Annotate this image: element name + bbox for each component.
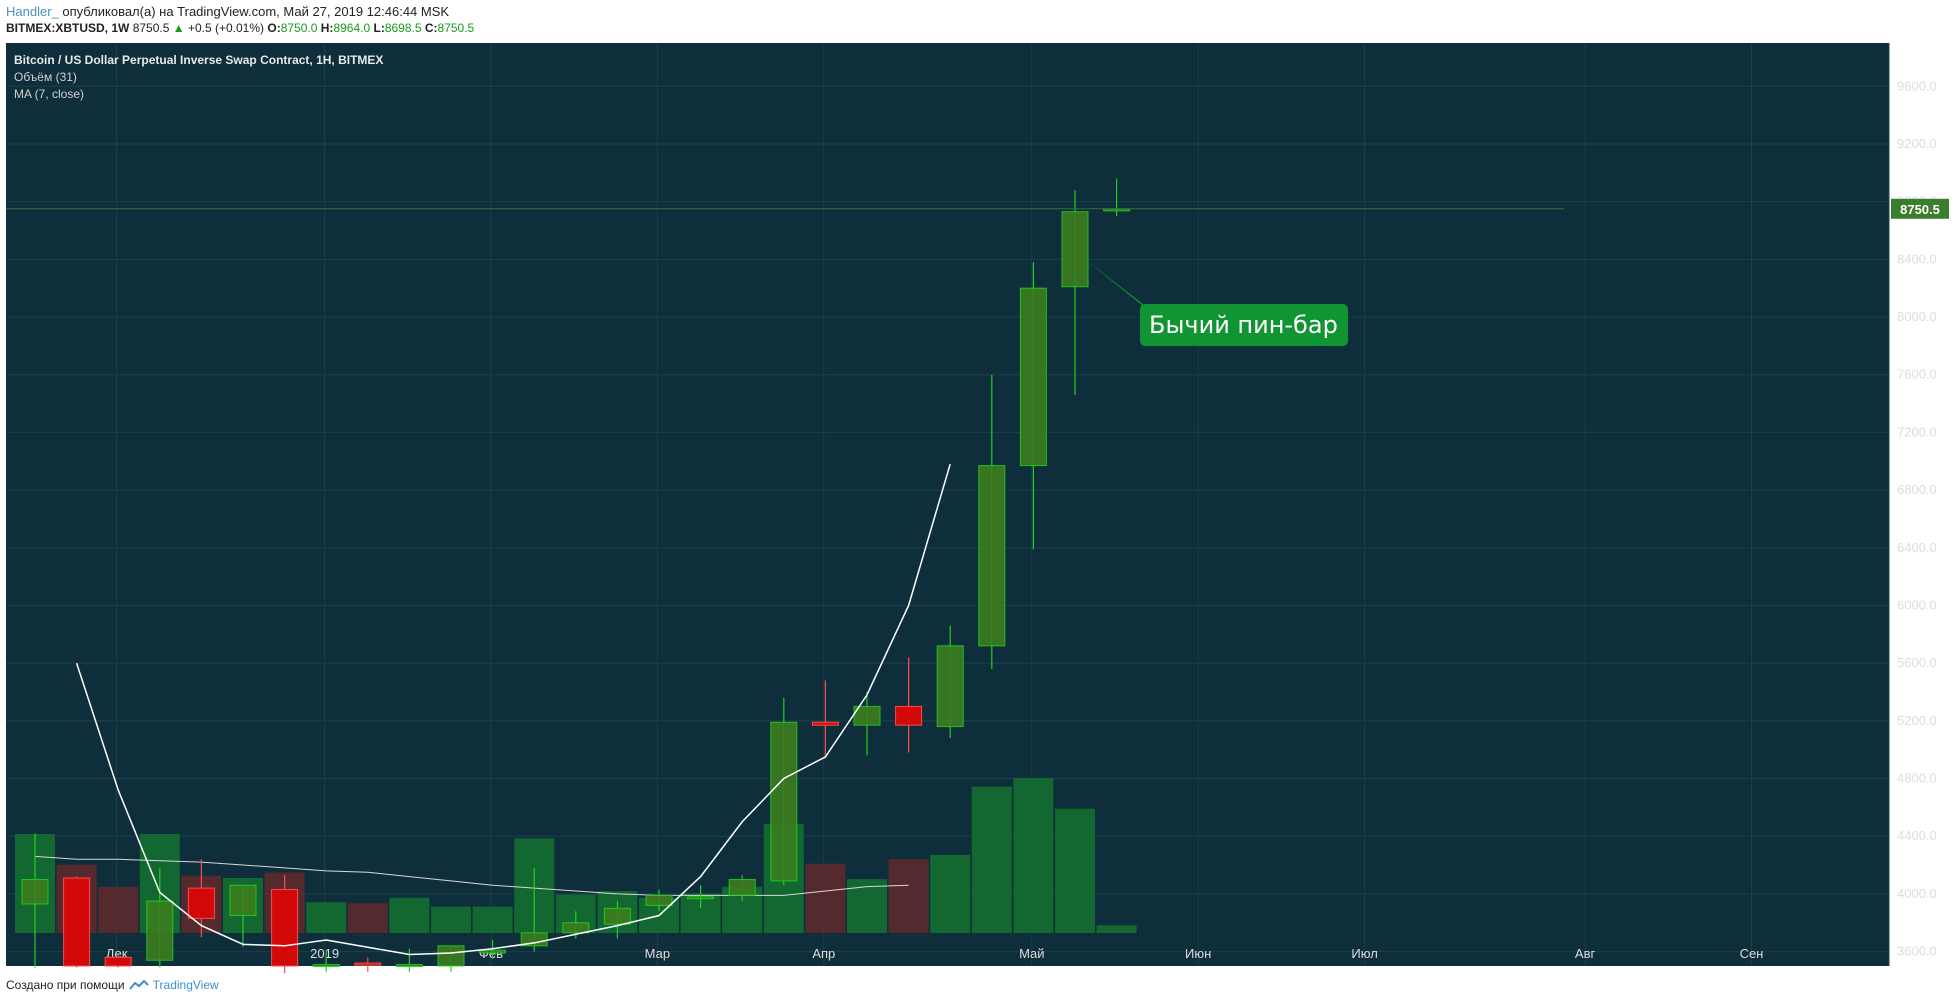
y-tick-label: 9200.0	[1897, 136, 1937, 151]
publish-text: опубликовал(а) на TradingView.com, Май 2…	[58, 4, 450, 19]
y-tick-label: 4000.0	[1897, 886, 1937, 901]
candle-body	[645, 894, 673, 906]
volume-bar	[389, 897, 430, 933]
candle-body	[978, 465, 1006, 647]
y-tick-label: 6800.0	[1897, 482, 1937, 497]
indicator-legend: Объём (31)	[14, 70, 77, 84]
candle-body	[603, 907, 631, 925]
open-label: O:	[267, 21, 281, 35]
candle-body	[229, 884, 257, 917]
candle-body	[479, 949, 507, 954]
volume-bar	[971, 786, 1012, 933]
x-tick-label: 2019	[310, 946, 339, 961]
volume-bar	[472, 906, 513, 933]
candle-body	[146, 900, 174, 961]
y-tick-label: 6400.0	[1897, 540, 1937, 555]
indicator-legend: MA (7, close)	[14, 87, 84, 101]
volume-bar	[888, 859, 929, 933]
y-tick-label: 5200.0	[1897, 713, 1937, 728]
y-tick-label: 7200.0	[1897, 424, 1937, 439]
candle-body	[811, 721, 839, 726]
y-tick-label: 8000.0	[1897, 309, 1937, 324]
callout-text: Бычий пин-бар	[1149, 311, 1338, 339]
high-value: 8964.0	[333, 21, 371, 35]
volume-bar	[347, 903, 388, 933]
brand-link[interactable]: TradingView	[152, 978, 219, 992]
candle-body	[895, 705, 923, 726]
volume-bar	[847, 879, 887, 933]
y-tick-label: 4800.0	[1897, 771, 1937, 786]
volume-bar	[1096, 925, 1137, 933]
candle-body	[63, 877, 91, 967]
volume-bar	[98, 886, 139, 933]
x-tick-label: Апр	[812, 946, 835, 961]
volume-bar	[930, 854, 971, 933]
volume-bar	[1055, 808, 1095, 933]
ma-line	[75, 463, 951, 956]
callout-box	[1140, 304, 1348, 346]
symbol: BITMEX:XBTUSD, 1W	[6, 21, 130, 35]
callout-pointer	[1085, 259, 1158, 318]
low-value: 8698.5	[384, 21, 422, 35]
y-tick-label: 9600.0	[1897, 78, 1937, 93]
candle-body	[1019, 287, 1047, 467]
footer: Создано при помощи TradingView	[6, 978, 219, 992]
candle-body	[354, 962, 382, 966]
y-tick-label: 8400.0	[1897, 251, 1937, 266]
x-tick-label: Авг	[1575, 946, 1596, 961]
high-label: H:	[320, 21, 334, 35]
author-link[interactable]: Handler_	[6, 4, 59, 19]
candle-body	[395, 964, 423, 968]
y-tick-label: 7600.0	[1897, 367, 1937, 382]
candle-body	[271, 889, 299, 967]
close-label: C:	[424, 21, 438, 35]
y-tick-label: 6000.0	[1897, 597, 1937, 612]
candle-body	[687, 896, 715, 900]
x-tick-label: Мар	[645, 946, 670, 961]
candle-body	[770, 721, 798, 882]
last-price: 8750.5	[132, 21, 170, 35]
open-value: 8750.0	[280, 21, 318, 35]
low-label: L:	[373, 21, 385, 35]
close-value: 8750.5	[437, 21, 475, 35]
created-with: Создано при помощи	[6, 978, 125, 992]
chart-title: Bitcoin / US Dollar Perpetual Inverse Sw…	[14, 53, 383, 67]
volume-bar	[1013, 777, 1054, 933]
candle-body	[520, 932, 548, 947]
publish-info: Handler_ опубликовал(а) на TradingView.c…	[6, 4, 449, 19]
candle-body	[853, 705, 881, 726]
candle-body	[562, 922, 590, 934]
price-axis-background	[1564, 43, 1889, 966]
current-price-badge	[1891, 198, 1949, 219]
x-tick-label: Май	[1019, 946, 1044, 961]
candle-body	[187, 887, 215, 919]
candle-body	[104, 956, 132, 967]
symbol-info: BITMEX:XBTUSD, 1W 8750.5 ▲ +0.5 (+0.01%)…	[6, 21, 474, 35]
candle-body	[1061, 211, 1089, 288]
volume-bar	[306, 902, 347, 933]
candle-body	[312, 964, 340, 968]
candle-body	[936, 645, 964, 728]
volume-bar	[431, 906, 471, 933]
x-tick-label: Июл	[1351, 946, 1377, 961]
y-tick-label: 3600.0	[1897, 944, 1937, 959]
x-tick-label: Июн	[1185, 946, 1211, 961]
x-tick-label: Сен	[1740, 946, 1764, 961]
current-price-label: 8750.5	[1900, 202, 1940, 217]
y-tick-label: 4400.0	[1897, 828, 1937, 843]
volume-bar	[805, 863, 846, 933]
tradingview-logo-icon	[128, 979, 149, 990]
candle-body	[728, 878, 756, 896]
candle-body	[437, 945, 465, 967]
change: +0.5 (+0.01%)	[187, 21, 265, 35]
volume-ma-line	[34, 855, 909, 896]
up-arrow-icon: ▲	[172, 21, 185, 35]
y-tick-label: 5600.0	[1897, 655, 1937, 670]
candle-body	[21, 878, 49, 905]
